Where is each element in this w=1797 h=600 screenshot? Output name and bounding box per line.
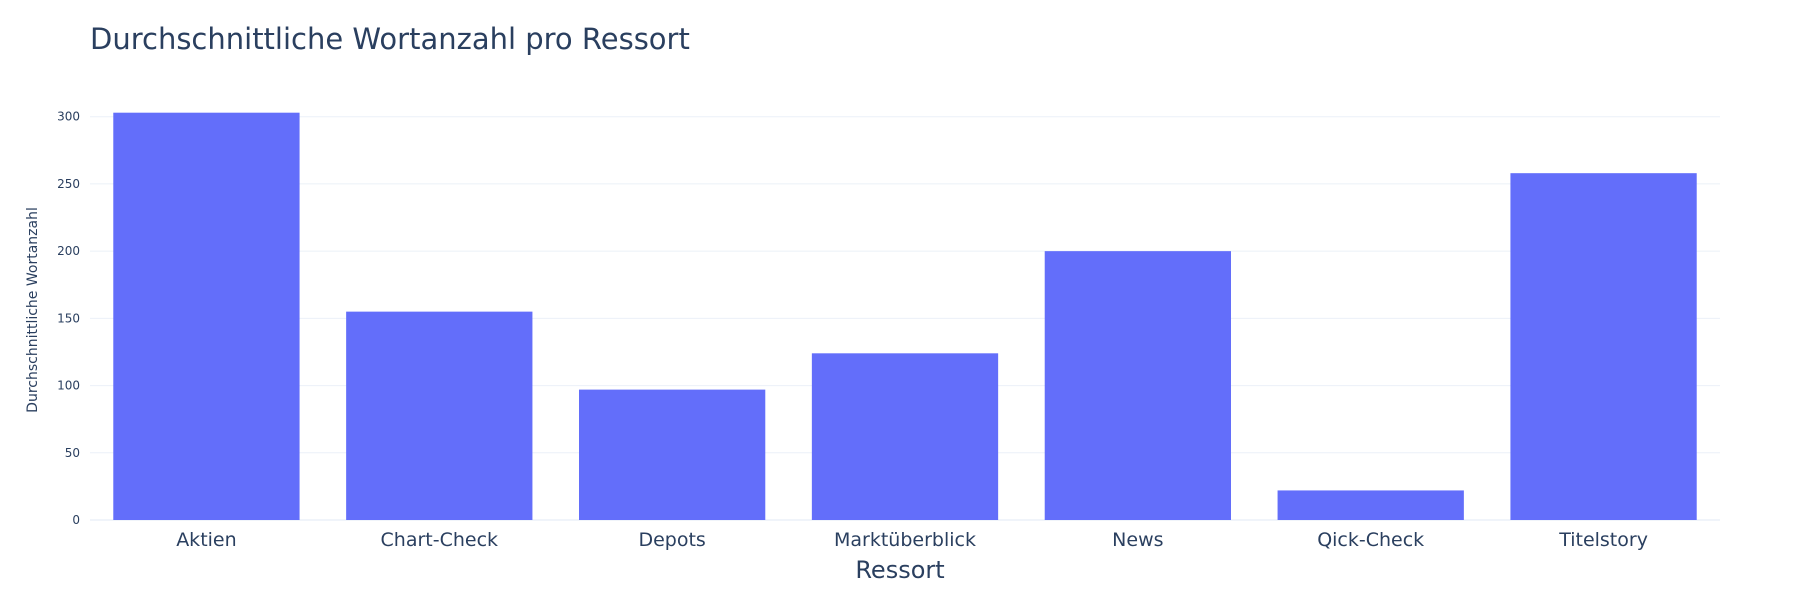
- y-tick-label: 0: [72, 513, 80, 527]
- y-axis-ticks: 0 50 100 150 200 250 300: [57, 110, 80, 527]
- y-tick-label: 100: [57, 379, 80, 393]
- bar-aktien: [113, 112, 300, 520]
- bars: [113, 112, 1697, 521]
- y-tick-label: 200: [57, 244, 80, 258]
- y-tick-label: 50: [65, 446, 80, 460]
- bar-qick-check: [1277, 490, 1464, 520]
- x-tick-label: Depots: [638, 529, 705, 551]
- chart-title: Durchschnittliche Wortanzahl pro Ressort: [90, 22, 690, 56]
- x-axis-ticks: Aktien Chart-Check Depots Marktüberblick New…: [176, 529, 1648, 551]
- bar-titelstory: [1510, 173, 1697, 520]
- x-tick-label: Aktien: [176, 529, 236, 551]
- x-tick-label: Marktüberblick: [834, 529, 976, 551]
- x-axis-title: Ressort: [855, 556, 944, 584]
- y-tick-label: 150: [57, 311, 80, 325]
- bar-chart-check: [346, 311, 533, 520]
- bar-markt-berblick: [811, 353, 999, 520]
- x-tick-label: Chart-Check: [381, 529, 499, 551]
- y-tick-label: 250: [57, 177, 80, 191]
- bar-depots: [579, 389, 766, 520]
- x-tick-label: Qick-Check: [1317, 529, 1424, 551]
- y-axis-title: Durchschnittliche Wortanzahl: [25, 207, 41, 413]
- bar-news: [1044, 251, 1231, 521]
- x-tick-label: Titelstory: [1558, 529, 1648, 551]
- y-tick-label: 300: [57, 110, 80, 124]
- x-tick-label: News: [1112, 529, 1163, 551]
